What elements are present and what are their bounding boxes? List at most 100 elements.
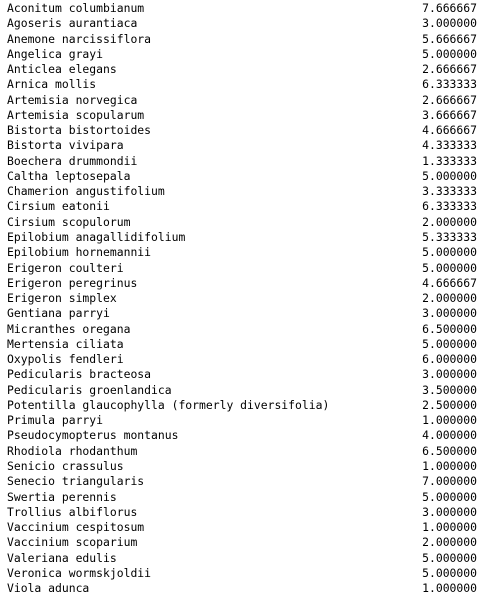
output-row: Trollius albiflorus 3.000000 <box>7 505 477 520</box>
species-value: 6.500000 <box>422 321 477 336</box>
species-name: Chamerion angustifolium <box>7 184 165 199</box>
species-value: 1.333333 <box>422 153 477 168</box>
output-row: Bistorta vivipara 4.333333 <box>7 138 477 153</box>
output-row: Erigeron coulteri 5.000000 <box>7 261 477 276</box>
species-name: Aconitum columbianum <box>7 1 145 15</box>
console-output: Aconitum columbianum 7.666667 Agoseris au… <box>7 1 477 596</box>
output-row: Anticlea elegans 2.666667 <box>7 62 477 77</box>
species-name: Mertensia ciliata <box>7 336 124 351</box>
species-name: Anticlea elegans <box>7 62 117 77</box>
species-name: Micranthes oregana <box>7 321 131 336</box>
species-value: 4.666667 <box>422 123 477 138</box>
species-value: 6.500000 <box>422 443 477 458</box>
species-name: Cirsium eatonii <box>7 199 110 214</box>
species-value: 4.333333 <box>422 138 477 153</box>
output-row: Epilobium hornemannii 5.000000 <box>7 245 477 260</box>
species-value: 1.000000 <box>422 413 477 428</box>
output-row: Cirsium eatonii 6.333333 <box>7 199 477 214</box>
species-value: 3.333333 <box>422 184 477 199</box>
output-row: Micranthes oregana 6.500000 <box>7 322 477 337</box>
species-value: 3.500000 <box>422 382 477 397</box>
output-row: Gentiana parryi 3.000000 <box>7 306 477 321</box>
species-value: 3.000000 <box>422 367 477 382</box>
species-name: Swertia perennis <box>7 489 117 504</box>
species-value: 5.333333 <box>422 229 477 244</box>
output-row: Veronica wormskjoldii 5.000000 <box>7 566 477 581</box>
output-row: Primula parryi 1.000000 <box>7 413 477 428</box>
species-name: Pedicularis groenlandica <box>7 382 172 397</box>
species-value: 2.000000 <box>422 291 477 306</box>
species-value: 6.333333 <box>422 199 477 214</box>
species-value: 2.000000 <box>422 214 477 229</box>
species-name: Senecio triangularis <box>7 474 145 489</box>
species-name: Cirsium scopulorum <box>7 214 131 229</box>
output-row: Swertia perennis 5.000000 <box>7 490 477 505</box>
output-row: Epilobium anagallidifolium 5.333333 <box>7 230 477 245</box>
species-name: Erigeron coulteri <box>7 260 124 275</box>
output-row: Aconitum columbianum 7.666667 <box>7 1 477 16</box>
species-value: 5.000000 <box>422 336 477 351</box>
output-row: Arnica mollis 6.333333 <box>7 77 477 92</box>
species-value: 5.000000 <box>422 550 477 565</box>
output-row: Bistorta bistortoides 4.666667 <box>7 123 477 138</box>
species-name: Angelica grayi <box>7 46 104 61</box>
species-name: Bistorta bistortoides <box>7 123 152 138</box>
output-row: Senecio triangularis 7.000000 <box>7 474 477 489</box>
species-name: Potentilla glaucophylla (formerly divers… <box>7 397 330 412</box>
species-name: Erigeron peregrinus <box>7 275 138 290</box>
species-value: 1.000000 <box>422 458 477 473</box>
species-name: Pseudocymopterus montanus <box>7 428 179 443</box>
species-name: Trollius albiflorus <box>7 504 138 519</box>
species-value: 6.333333 <box>422 77 477 92</box>
output-row: Vaccinium cespitosum 1.000000 <box>7 520 477 535</box>
species-name: Vaccinium scoparium <box>7 535 138 550</box>
species-name: Vaccinium cespitosum <box>7 520 145 535</box>
species-value: 3.000000 <box>422 16 477 31</box>
species-name: Agoseris aurantiaca <box>7 16 138 31</box>
species-value: 5.000000 <box>422 565 477 580</box>
species-name: Rhodiola rhodanthum <box>7 443 138 458</box>
species-name: Gentiana parryi <box>7 306 110 321</box>
species-name: Epilobium anagallidifolium <box>7 229 186 244</box>
output-row: Viola adunca 1.000000 <box>7 581 477 596</box>
species-value: 2.500000 <box>422 397 477 412</box>
species-value: 2.666667 <box>422 62 477 77</box>
species-name: Oxypolis fendleri <box>7 352 124 367</box>
output-row: Angelica grayi 5.000000 <box>7 47 477 62</box>
species-value: 5.000000 <box>422 489 477 504</box>
output-row: Caltha leptosepala 5.000000 <box>7 169 477 184</box>
species-value: 4.000000 <box>422 428 477 443</box>
species-value: 5.000000 <box>422 46 477 61</box>
species-name: Veronica wormskjoldii <box>7 565 152 580</box>
output-row: Chamerion angustifolium 3.333333 <box>7 184 477 199</box>
species-name: Boechera drummondii <box>7 153 138 168</box>
output-row: Oxypolis fendleri 6.000000 <box>7 352 477 367</box>
output-row: Mertensia ciliata 5.000000 <box>7 337 477 352</box>
species-value: 5.000000 <box>422 245 477 260</box>
species-name: Arnica mollis <box>7 77 97 92</box>
output-row: Erigeron simplex 2.000000 <box>7 291 477 306</box>
species-name: Viola adunca <box>7 581 90 596</box>
species-value: 5.000000 <box>422 168 477 183</box>
species-value: 2.000000 <box>422 535 477 550</box>
species-value: 6.000000 <box>422 352 477 367</box>
output-row: Pedicularis groenlandica 3.500000 <box>7 383 477 398</box>
output-row: Agoseris aurantiaca 3.000000 <box>7 16 477 31</box>
output-row: Boechera drummondii 1.333333 <box>7 154 477 169</box>
output-row: Anemone narcissiflora 5.666667 <box>7 32 477 47</box>
species-value: 3.000000 <box>422 306 477 321</box>
species-name: Anemone narcissiflora <box>7 31 152 46</box>
species-name: Primula parryi <box>7 413 104 428</box>
species-value: 2.666667 <box>422 92 477 107</box>
species-value: 7.666667 <box>422 1 477 15</box>
species-value: 5.666667 <box>422 31 477 46</box>
species-value: 1.000000 <box>422 520 477 535</box>
species-value: 5.000000 <box>422 260 477 275</box>
output-row: Senicio crassulus 1.000000 <box>7 459 477 474</box>
output-row: Cirsium scopulorum 2.000000 <box>7 215 477 230</box>
output-row: Erigeron peregrinus 4.666667 <box>7 276 477 291</box>
output-row: Artemisia scopularum 3.666667 <box>7 108 477 123</box>
species-value: 1.000000 <box>422 581 477 596</box>
species-value: 3.666667 <box>422 107 477 122</box>
output-row: Vaccinium scoparium 2.000000 <box>7 535 477 550</box>
